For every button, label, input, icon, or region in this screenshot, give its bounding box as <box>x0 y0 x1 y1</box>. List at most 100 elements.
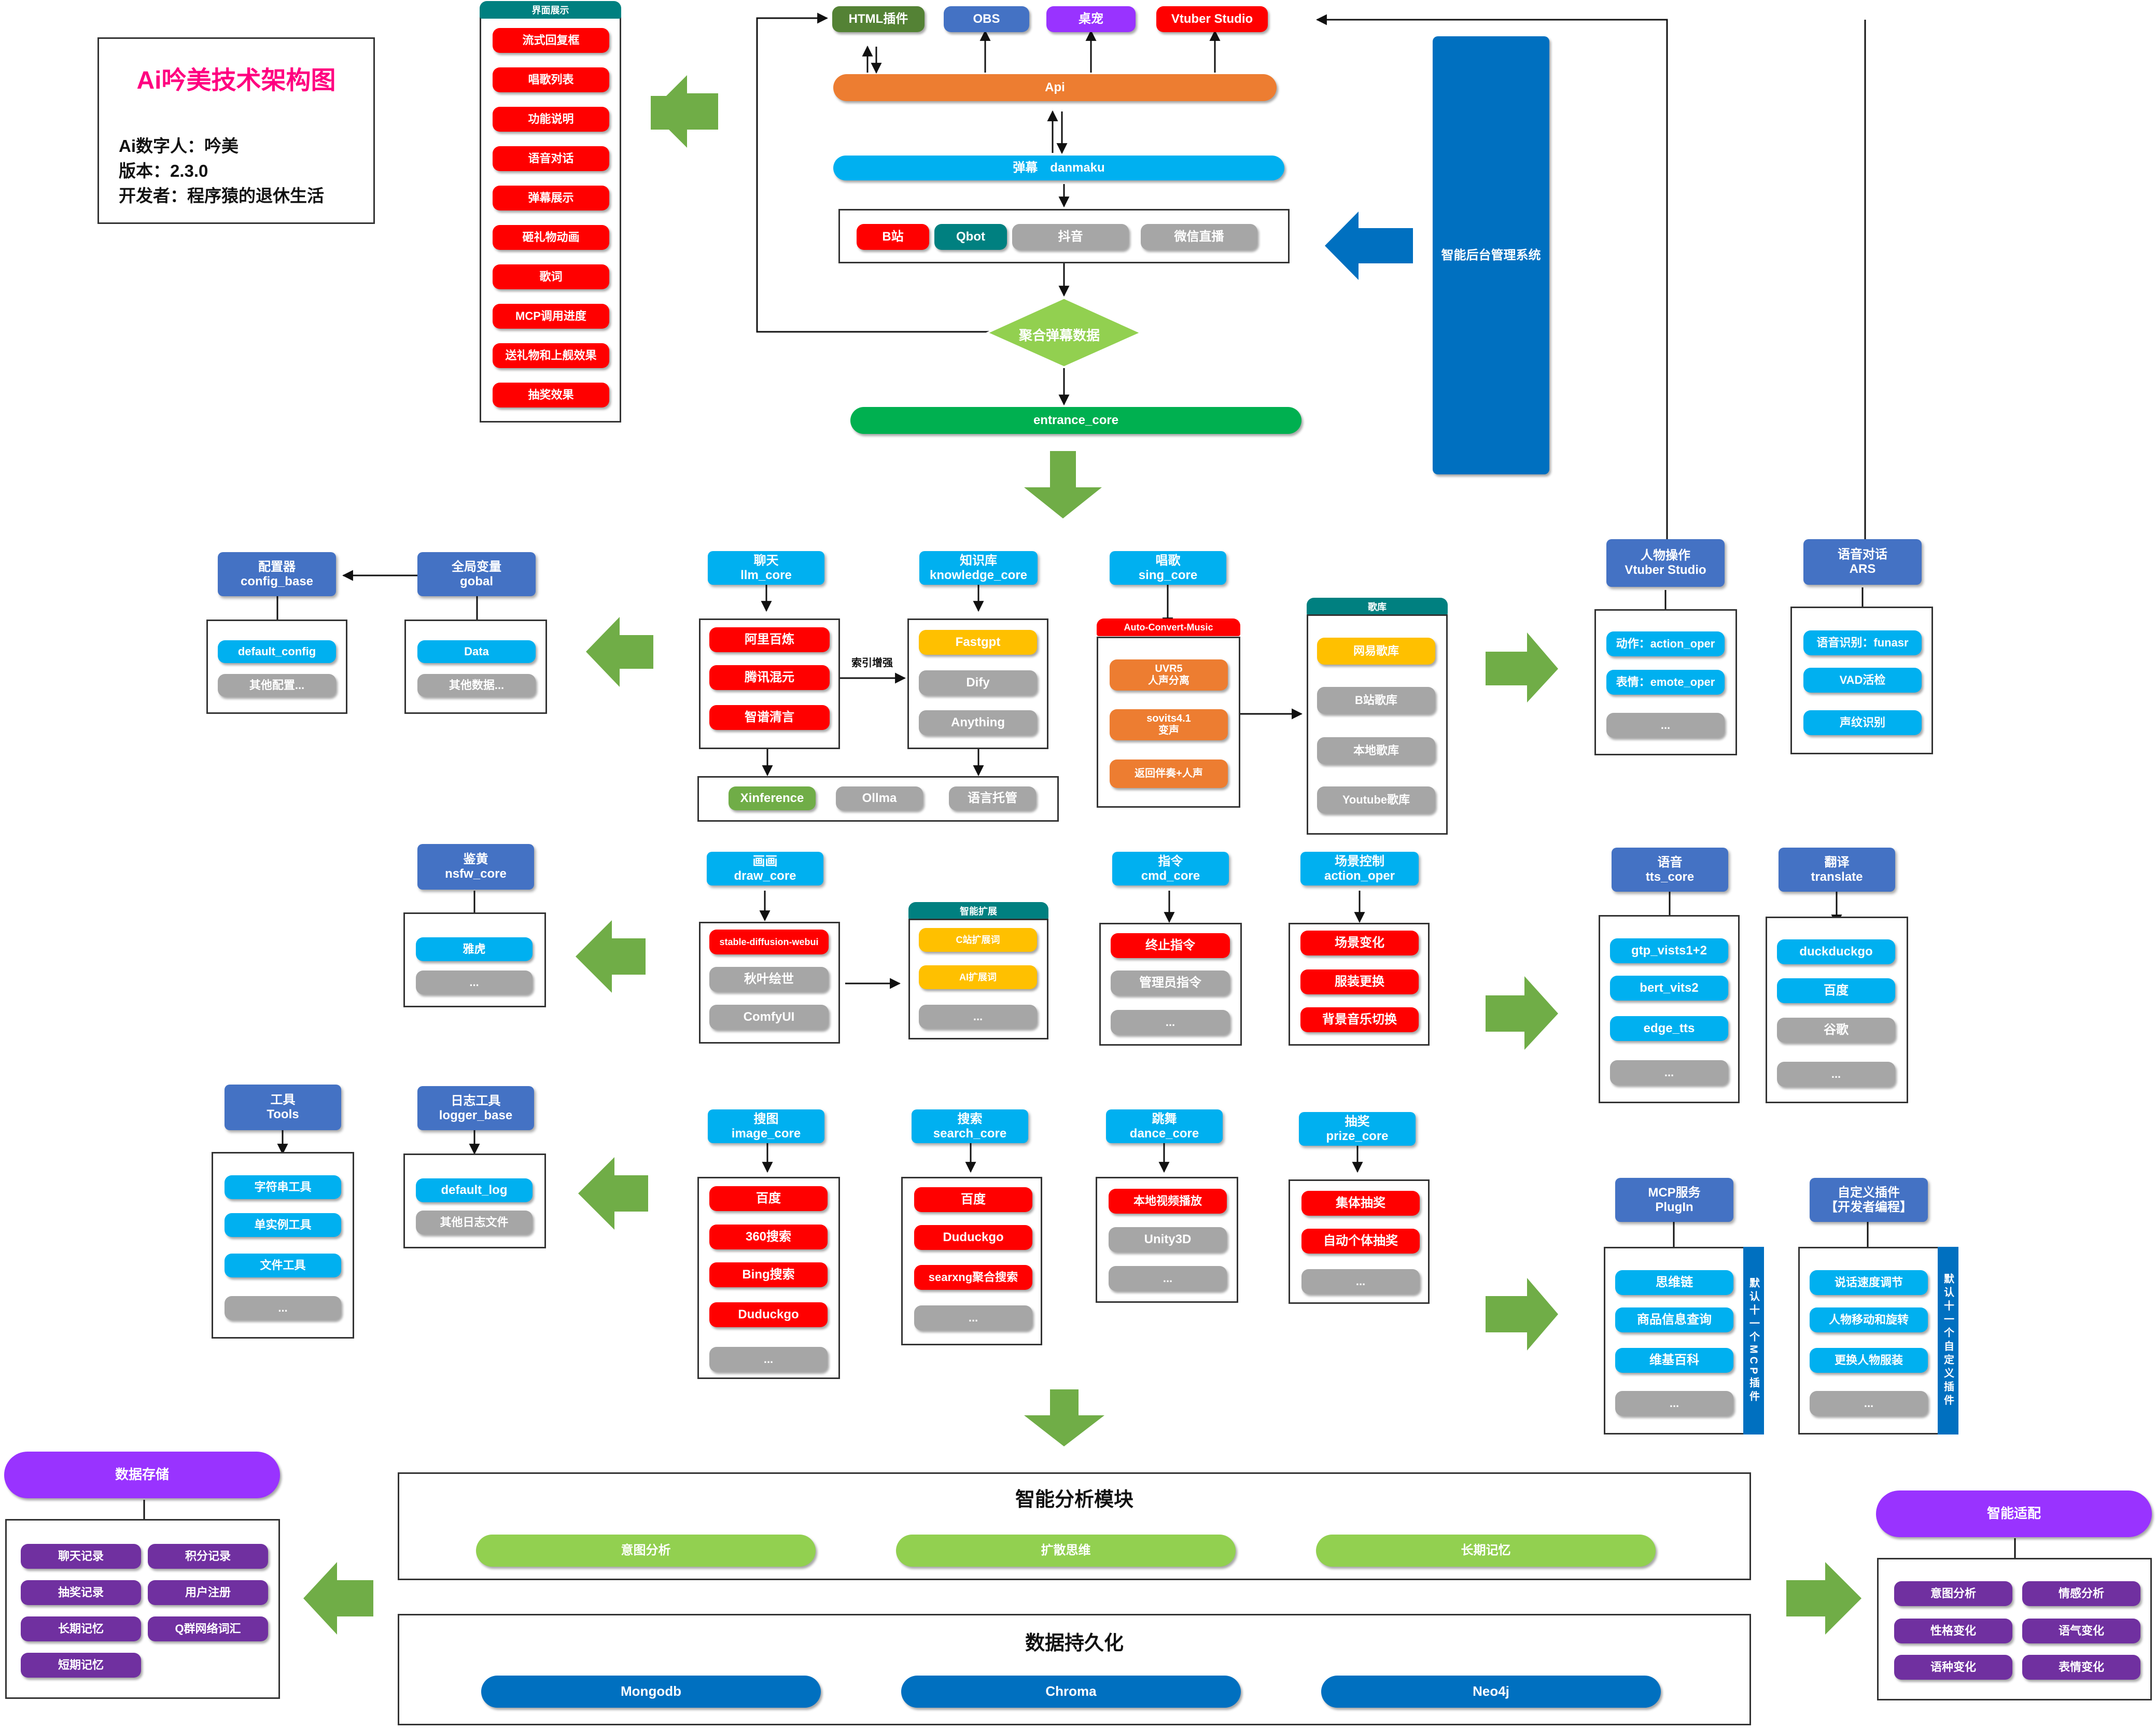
cmd-item[interactable]: 终止指令 <box>1111 933 1230 958</box>
platform-wechat[interactable]: 微信直播 <box>1141 224 1257 250</box>
songlib-item[interactable]: 网易歌库 <box>1317 638 1435 665</box>
persist-item[interactable]: Neo4j <box>1321 1676 1661 1708</box>
adapt-item[interactable]: 表情变化 <box>2022 1655 2140 1680</box>
songlib-item[interactable]: Youtube歌库 <box>1317 786 1435 813</box>
scene-item[interactable]: 场景变化 <box>1300 931 1419 955</box>
adapt-item[interactable]: 意图分析 <box>1894 1581 2012 1606</box>
output-vtuber-studio[interactable]: Vtuber Studio <box>1156 6 1268 32</box>
tts-item[interactable]: ... <box>1610 1060 1728 1085</box>
vtuber-item[interactable]: 动作：action_oper <box>1606 631 1725 656</box>
platform-douyin[interactable]: 抖音 <box>1012 224 1129 250</box>
storage-item[interactable]: 聊天记录 <box>21 1544 141 1569</box>
ui-item[interactable]: 语音对话 <box>493 146 609 171</box>
sing-item[interactable]: 返回伴奏+人声 <box>1110 759 1228 788</box>
prize-item[interactable]: ... <box>1301 1269 1420 1294</box>
draw-item[interactable]: stable-diffusion-webui <box>709 930 829 954</box>
storage-item[interactable]: Q群网络词汇 <box>148 1616 268 1641</box>
adapt-item[interactable]: 语种变化 <box>1894 1655 2012 1680</box>
image-item[interactable]: Duduckgo <box>709 1302 828 1327</box>
custom-item[interactable]: 人物移动和旋转 <box>1810 1307 1928 1332</box>
ui-item[interactable]: 歌词 <box>493 264 609 289</box>
search-item[interactable]: Duduckgo <box>914 1225 1032 1250</box>
search-item[interactable]: 百度 <box>914 1187 1032 1212</box>
dance-item[interactable]: Unity3D <box>1109 1227 1227 1252</box>
custom-item[interactable]: ... <box>1810 1391 1928 1416</box>
cmd-item[interactable]: 管理员指令 <box>1111 971 1230 995</box>
mcp-item[interactable]: 维基百科 <box>1615 1348 1733 1373</box>
llm-item[interactable]: 腾讯混元 <box>709 665 830 690</box>
asr-item[interactable]: VAD活检 <box>1803 668 1922 693</box>
asr-item[interactable]: 声纹识别 <box>1803 710 1922 735</box>
draw-item[interactable]: ComfyUI <box>709 1005 829 1030</box>
smart-ext-item[interactable]: ... <box>919 1005 1037 1029</box>
search-item[interactable]: ... <box>914 1305 1032 1330</box>
ui-item[interactable]: 唱歌列表 <box>493 67 609 92</box>
tools-item[interactable]: 单实例工具 <box>225 1213 341 1237</box>
search-item[interactable]: searxng聚合搜索 <box>914 1265 1032 1290</box>
logger-item[interactable]: 其他日志文件 <box>416 1211 533 1234</box>
vtuber-item[interactable]: ... <box>1606 713 1725 738</box>
tts-item[interactable]: edge_tts <box>1610 1016 1728 1041</box>
ui-item[interactable]: 弹幕展示 <box>493 186 609 210</box>
adapt-item[interactable]: 语气变化 <box>2022 1619 2140 1643</box>
analysis-item[interactable]: 长期记忆 <box>1316 1535 1656 1567</box>
llm-extra-item[interactable]: Ollma <box>836 786 923 810</box>
sing-item[interactable]: UVR5 人声分离 <box>1110 659 1228 691</box>
logger-item[interactable]: default_log <box>416 1178 533 1202</box>
analysis-item[interactable]: 扩散思维 <box>896 1535 1236 1567</box>
ui-item[interactable]: 砸礼物动画 <box>493 225 609 250</box>
platform-bilibili[interactable]: B站 <box>857 224 929 250</box>
config-item[interactable]: default_config <box>218 640 336 663</box>
custom-item[interactable]: 更换人物服装 <box>1810 1348 1928 1373</box>
persist-item[interactable]: Mongodb <box>481 1676 821 1708</box>
nsfw-item[interactable]: ... <box>416 971 533 994</box>
ui-item[interactable]: MCP调用进度 <box>493 304 609 329</box>
knowledge-item[interactable]: Anything <box>919 710 1037 735</box>
songlib-item[interactable]: 本地歌库 <box>1317 737 1435 764</box>
storage-item[interactable]: 抽奖记录 <box>21 1580 141 1605</box>
global-item[interactable]: Data <box>417 640 536 663</box>
analysis-item[interactable]: 意图分析 <box>476 1535 816 1567</box>
llm-extra-item[interactable]: 语言托管 <box>949 786 1036 810</box>
config-item[interactable]: 其他配置... <box>218 674 336 697</box>
llm-item[interactable]: 智谱清言 <box>709 705 830 730</box>
ui-item[interactable]: 抽奖效果 <box>493 383 609 407</box>
output-html-plugin[interactable]: HTML插件 <box>832 6 925 32</box>
llm-item[interactable]: 阿里百炼 <box>709 627 830 652</box>
vtuber-item[interactable]: 表情：emote_oper <box>1606 670 1725 695</box>
adapt-item[interactable]: 情感分析 <box>2022 1581 2140 1606</box>
translate-item[interactable]: ... <box>1777 1062 1895 1087</box>
admin-system[interactable]: 智能后台管理系统 <box>1433 36 1549 474</box>
translate-item[interactable]: 谷歌 <box>1777 1018 1895 1043</box>
tools-item[interactable]: 文件工具 <box>225 1254 341 1277</box>
mcp-item[interactable]: 商品信息查询 <box>1615 1307 1733 1332</box>
draw-item[interactable]: 秋叶绘世 <box>709 967 829 992</box>
scene-item[interactable]: 服装更换 <box>1300 969 1419 994</box>
tts-item[interactable]: bert_vits2 <box>1610 976 1728 1001</box>
sing-item[interactable]: sovits4.1 变声 <box>1110 709 1228 740</box>
scene-item[interactable]: 背景音乐切换 <box>1300 1007 1419 1032</box>
persist-item[interactable]: Chroma <box>901 1676 1241 1708</box>
output-desktop-pet[interactable]: 桌宠 <box>1046 6 1136 32</box>
adapt-item[interactable]: 性格变化 <box>1894 1619 2012 1643</box>
dance-item[interactable]: 本地视频播放 <box>1109 1189 1227 1214</box>
custom-item[interactable]: 说话速度调节 <box>1810 1270 1928 1295</box>
translate-item[interactable]: duckduckgo <box>1777 939 1895 964</box>
prize-item[interactable]: 集体抽奖 <box>1301 1191 1420 1216</box>
ui-item[interactable]: 流式回复框 <box>493 28 609 53</box>
llm-extra-item[interactable]: Xinference <box>729 786 816 810</box>
smart-ext-item[interactable]: AI扩展词 <box>919 965 1037 989</box>
ui-item[interactable]: 功能说明 <box>493 107 609 132</box>
platform-qbot[interactable]: Qbot <box>934 224 1007 250</box>
global-item[interactable]: 其他数据... <box>417 674 536 697</box>
smart-ext-item[interactable]: C站扩展词 <box>919 928 1037 952</box>
output-obs[interactable]: OBS <box>944 6 1029 32</box>
mcp-item[interactable]: 思维链 <box>1615 1270 1733 1295</box>
translate-item[interactable]: 百度 <box>1777 978 1895 1003</box>
ui-item[interactable]: 送礼物和上舰效果 <box>493 343 609 368</box>
asr-item[interactable]: 语音识别：funasr <box>1803 630 1922 655</box>
nsfw-item[interactable]: 雅虎 <box>416 937 533 961</box>
dance-item[interactable]: ... <box>1109 1266 1227 1291</box>
cmd-item[interactable]: ... <box>1111 1010 1230 1035</box>
knowledge-item[interactable]: Fastgpt <box>919 630 1037 655</box>
